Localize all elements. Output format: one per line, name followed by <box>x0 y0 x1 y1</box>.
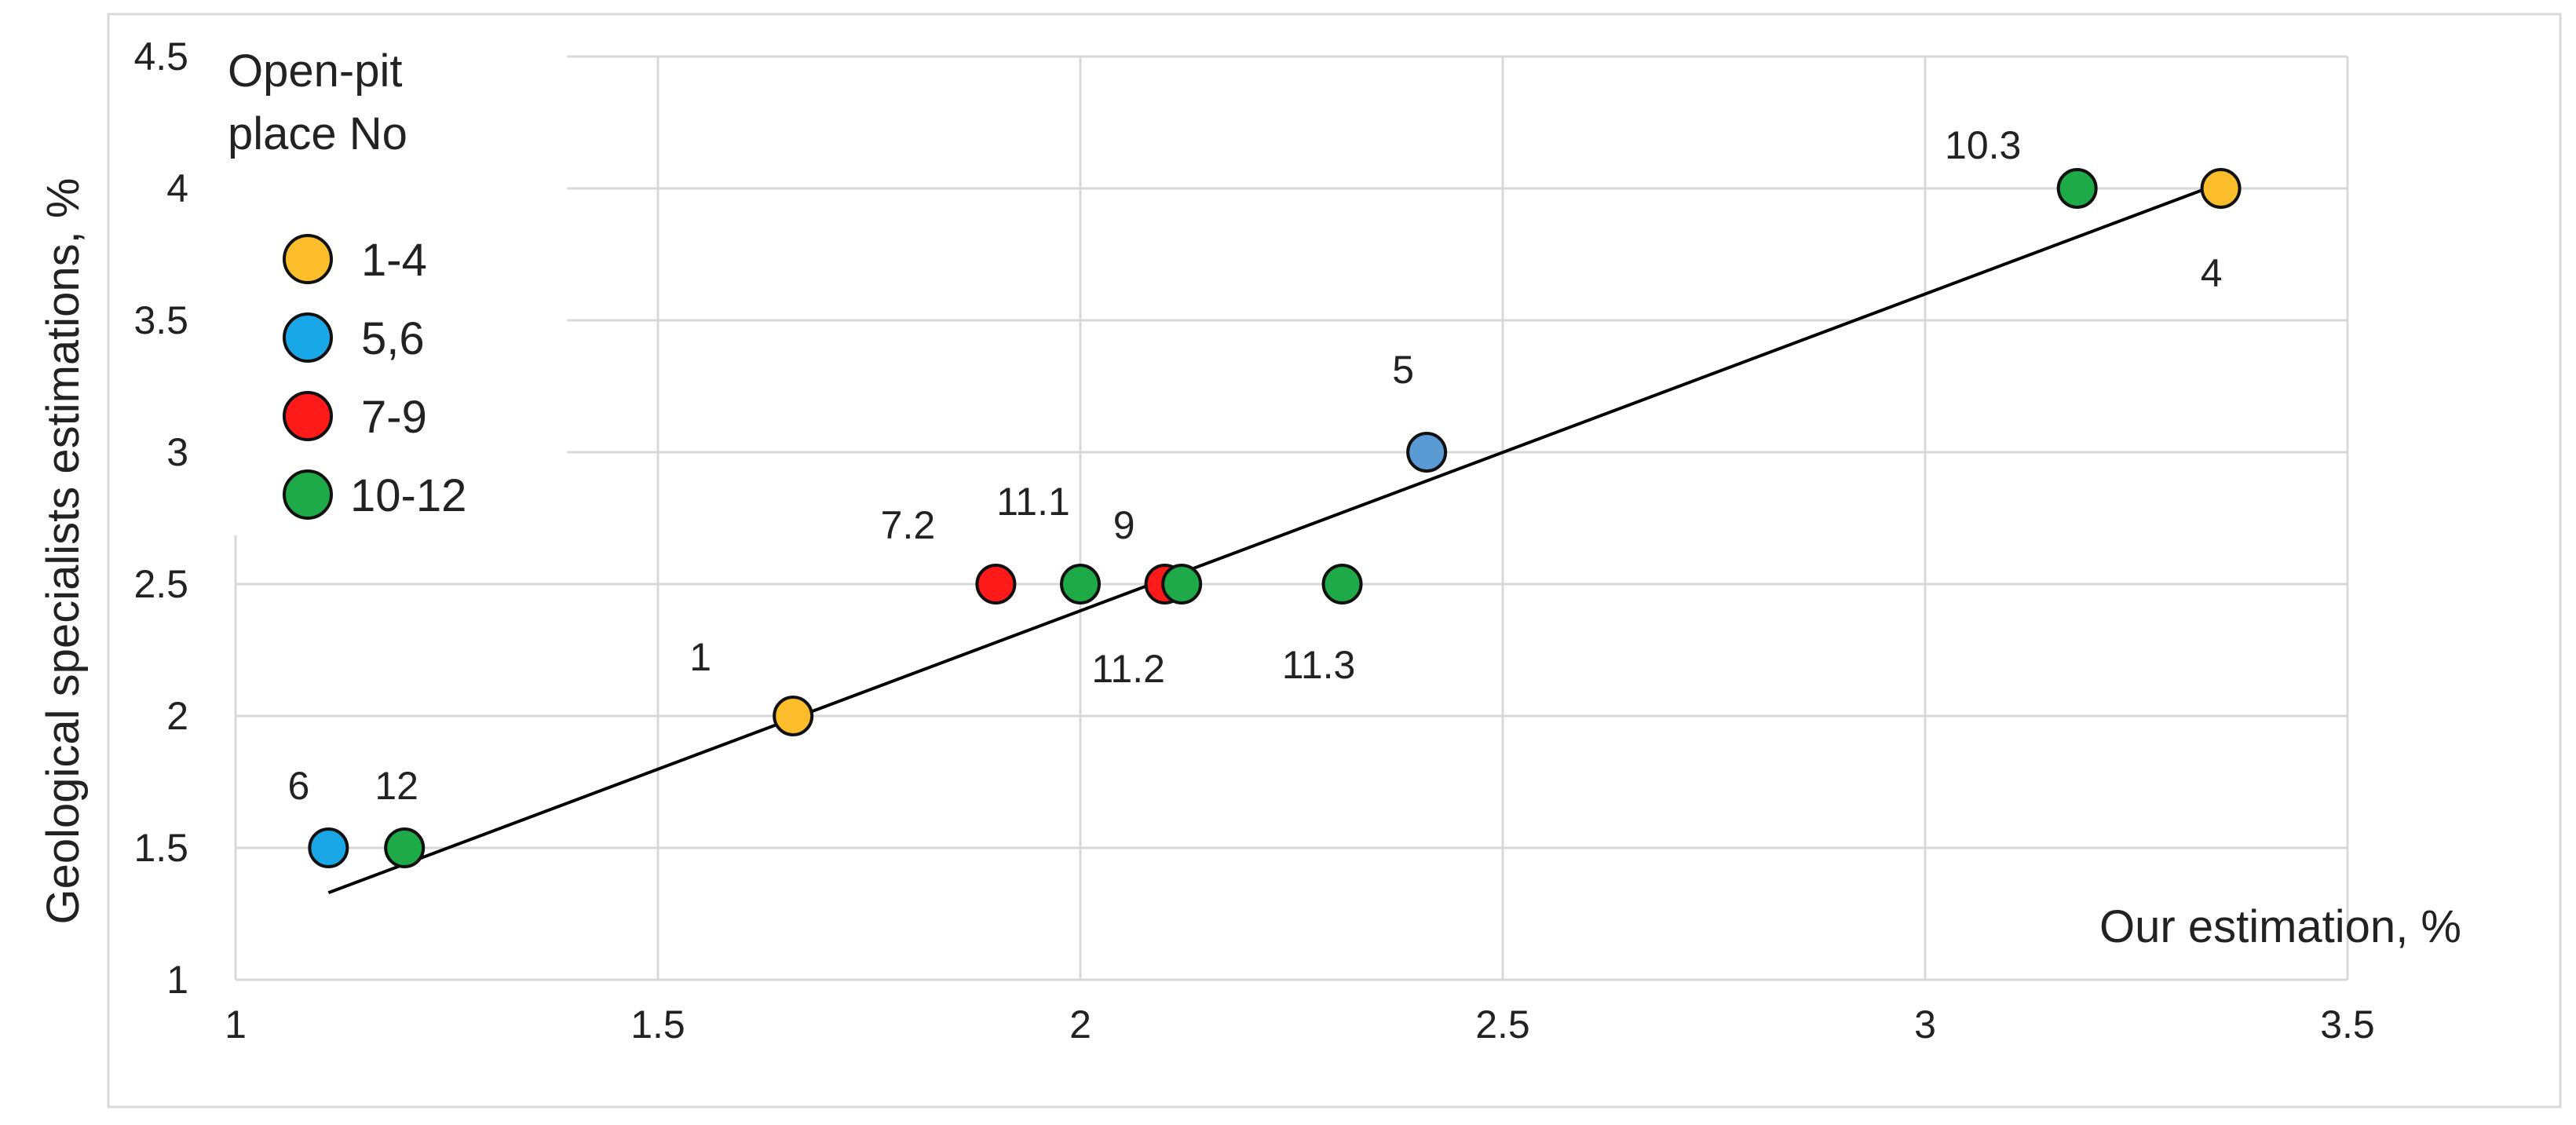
legend-entry-label: 1-4 <box>361 235 427 286</box>
legend-marker <box>283 391 333 441</box>
data-point <box>2056 168 2098 209</box>
legend-marker <box>283 234 333 284</box>
y-tick-label: 3.5 <box>133 298 188 342</box>
x-tick-label: 2.5 <box>1475 1003 1530 1046</box>
data-point <box>1406 432 1448 473</box>
legend-marker <box>283 312 333 363</box>
y-tick-label: 3 <box>166 430 188 474</box>
point-label: 7.2 <box>881 503 936 547</box>
grid-lines <box>234 55 2349 981</box>
legend-entry-label: 5,6 <box>361 313 425 364</box>
point-label: 1 <box>689 635 711 679</box>
y-tick-label: 2 <box>166 694 188 738</box>
legend-title-line: place No <box>228 108 407 159</box>
y-tick-label: 2.5 <box>133 562 188 606</box>
point-label: 4 <box>2201 251 2223 295</box>
data-point <box>975 564 1017 605</box>
legend-entry-label: 10-12 <box>350 470 466 521</box>
y-tick-label: 4 <box>166 166 188 210</box>
point-label: 10.3 <box>1945 123 2021 167</box>
legend-entry-label: 7-9 <box>361 392 427 443</box>
y-tick-label: 1.5 <box>133 826 188 870</box>
point-label: 6 <box>287 764 309 808</box>
tick-labels: 1 1.5 2 2.5 3 3.5 1 1.5 2 2.5 3 3.5 4 4.5 <box>133 35 2374 1046</box>
y-tick-label: 1 <box>166 958 188 1002</box>
point-label: 9 <box>1113 503 1135 547</box>
data-point <box>1060 564 1101 605</box>
x-tick-label: 1.5 <box>630 1003 685 1046</box>
data-point <box>308 827 349 868</box>
legend-marker <box>283 469 333 520</box>
trendline <box>327 181 2222 894</box>
data-point <box>2200 168 2242 209</box>
point-label: 11.3 <box>1282 643 1356 687</box>
trendline-layer <box>327 181 2222 894</box>
x-tick-label: 2 <box>1069 1003 1091 1046</box>
point-label: 11.1 <box>996 480 1070 524</box>
y-tick-label: 4.5 <box>133 35 188 79</box>
y-axis-title: Geological specialists estimations, % <box>38 178 89 925</box>
legend-title-line: Open-pit <box>228 46 402 97</box>
x-axis-title: Our estimation, % <box>2099 901 2461 952</box>
x-tick-label: 3 <box>1914 1003 1936 1046</box>
x-tick-label: 1 <box>225 1003 247 1046</box>
point-label: 5 <box>1392 348 1414 392</box>
data-point <box>1321 564 1363 605</box>
point-label: 11.2 <box>1091 647 1165 691</box>
legend-background <box>221 33 567 535</box>
point-labels: 6 12 1 7.2 11.1 9 11.2 11.3 5 10.3 4 <box>287 123 2222 808</box>
data-point <box>384 827 426 868</box>
data-points <box>308 168 2242 868</box>
legend: Open-pit place No 1-4 5,6 7-9 10-12 <box>221 33 567 535</box>
data-point <box>773 696 814 736</box>
data-point <box>1161 564 1203 605</box>
x-tick-label: 3.5 <box>2320 1003 2375 1046</box>
point-label: 12 <box>375 764 418 808</box>
